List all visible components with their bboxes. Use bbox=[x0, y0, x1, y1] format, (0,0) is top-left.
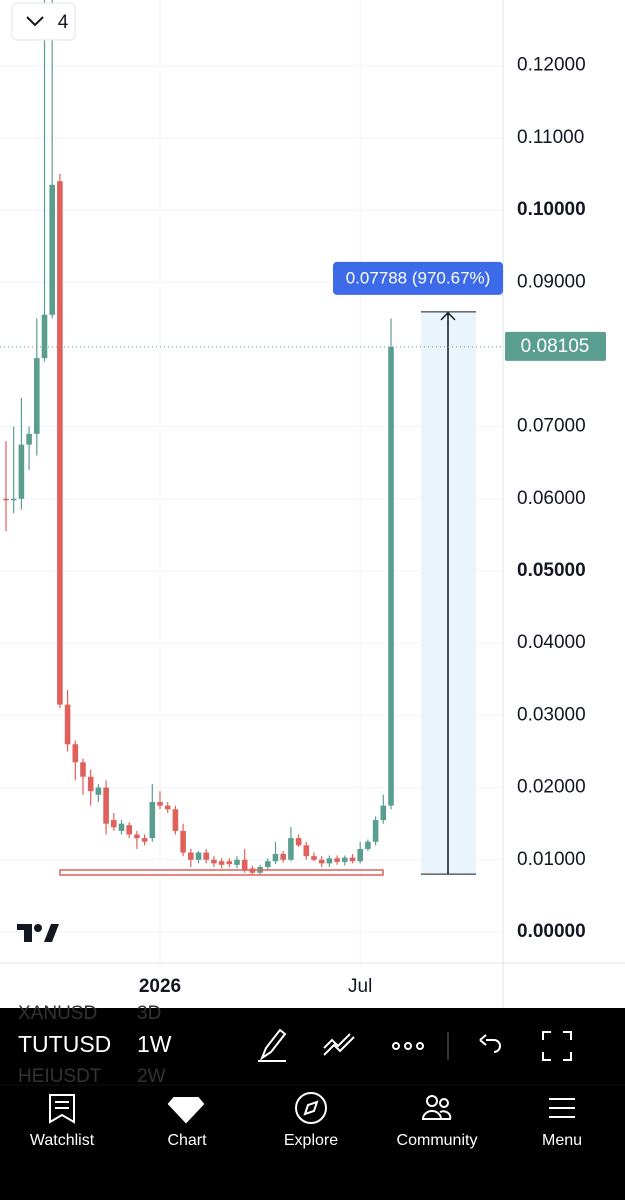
y-tick-label: 0.10000 bbox=[517, 199, 586, 220]
candle-body bbox=[41, 314, 48, 359]
y-tick-label: 0.01000 bbox=[517, 849, 586, 870]
candle-body bbox=[357, 848, 363, 862]
last-price-bg bbox=[505, 331, 606, 361]
measure-arrowhead bbox=[440, 311, 456, 321]
interval-badge[interactable]: 4 bbox=[11, 2, 76, 41]
y-tick-label: 0.04000 bbox=[517, 632, 586, 653]
prev-interval: 3D bbox=[137, 1003, 161, 1024]
nav-label[interactable]: Explore bbox=[284, 1132, 338, 1149]
y-tick-label: 0.11000 bbox=[517, 127, 584, 148]
candle-body bbox=[141, 838, 148, 842]
nav-label[interactable]: Chart bbox=[167, 1132, 207, 1149]
candle-body bbox=[272, 853, 279, 862]
toolbar-icons[interactable] bbox=[258, 1028, 572, 1062]
x-tick-label: Jul bbox=[348, 976, 372, 997]
candle-body bbox=[103, 787, 109, 824]
candle-body bbox=[80, 762, 86, 777]
candle-body bbox=[380, 805, 387, 821]
candle-body bbox=[265, 861, 271, 867]
candle-body bbox=[349, 857, 356, 862]
candle-body bbox=[326, 858, 333, 864]
y-tick-label: 0.02000 bbox=[517, 777, 586, 798]
badge-count: 4 bbox=[58, 12, 69, 33]
logo bbox=[17, 924, 59, 942]
candle-body bbox=[118, 823, 125, 831]
next-symbol: HEIUSDT bbox=[18, 1066, 102, 1087]
candle-body bbox=[241, 859, 248, 871]
plot bbox=[0, 0, 503, 963]
candle-body bbox=[342, 857, 348, 862]
bottom-nav: Watchlist Chart Explore Community Menu bbox=[30, 1132, 582, 1149]
candle-body bbox=[87, 776, 94, 792]
x-tick-label: 2026 bbox=[139, 976, 181, 997]
drawn-rectangle bbox=[59, 869, 384, 876]
y-tick-label: 0.06000 bbox=[517, 488, 586, 509]
y-tick-label: 0.12000 bbox=[517, 55, 586, 76]
nav-icons bbox=[49, 1092, 575, 1124]
candle-body bbox=[149, 802, 156, 839]
candle-body bbox=[218, 861, 225, 865]
interval[interactable]: 1W bbox=[137, 1031, 172, 1057]
candle-body bbox=[111, 820, 117, 828]
next-interval: 2W bbox=[137, 1066, 166, 1087]
candle-body bbox=[10, 498, 17, 501]
candle-body bbox=[311, 856, 317, 860]
candle-body bbox=[64, 704, 71, 745]
candles bbox=[3, 0, 394, 875]
candle-body bbox=[157, 802, 163, 806]
candle-body bbox=[18, 444, 25, 499]
candle-body bbox=[303, 845, 310, 857]
symbol[interactable]: TUTUSD bbox=[18, 1031, 111, 1057]
candle-body bbox=[164, 805, 171, 810]
candle-body bbox=[288, 838, 294, 860]
candle-body bbox=[172, 809, 179, 831]
candle-body bbox=[211, 859, 217, 864]
candle-body bbox=[195, 852, 202, 860]
measure-label-bg bbox=[333, 261, 503, 295]
candle-body bbox=[57, 181, 63, 705]
candle-body bbox=[134, 834, 140, 839]
nav-label[interactable]: Community bbox=[397, 1132, 478, 1149]
nav-label[interactable]: Watchlist bbox=[30, 1132, 95, 1149]
candle-body bbox=[180, 830, 186, 853]
y-tick-label: 0.05000 bbox=[517, 560, 586, 581]
measure-label: 0.07788 (970.67%) bbox=[346, 268, 491, 287]
candle-body bbox=[334, 858, 340, 862]
candle-body bbox=[280, 853, 286, 860]
y-tick-label: 0.07000 bbox=[517, 416, 586, 437]
candle-body bbox=[295, 838, 302, 846]
candle-body bbox=[388, 346, 394, 806]
candle-body bbox=[126, 825, 132, 835]
candle-body bbox=[372, 820, 379, 842]
nav-label[interactable]: Menu bbox=[542, 1132, 582, 1149]
candle-body bbox=[226, 861, 233, 865]
candle-body bbox=[365, 841, 371, 849]
last-price-label: 0.08105 bbox=[521, 336, 590, 357]
candle-body bbox=[95, 787, 102, 795]
y-tick-label: 0.00000 bbox=[517, 921, 586, 942]
candle-body bbox=[188, 852, 194, 860]
candle-body bbox=[3, 498, 9, 501]
candle-body bbox=[49, 184, 55, 315]
candle-body bbox=[26, 433, 32, 445]
y-tick-label: 0.03000 bbox=[517, 704, 586, 725]
candle-body bbox=[34, 358, 40, 434]
candle-body bbox=[203, 852, 209, 860]
candle-body bbox=[318, 859, 325, 864]
prev-symbol: XANUSD bbox=[18, 1003, 97, 1024]
y-tick-label: 0.09000 bbox=[517, 271, 586, 292]
candle-body bbox=[234, 859, 240, 865]
candle-body bbox=[72, 744, 79, 763]
